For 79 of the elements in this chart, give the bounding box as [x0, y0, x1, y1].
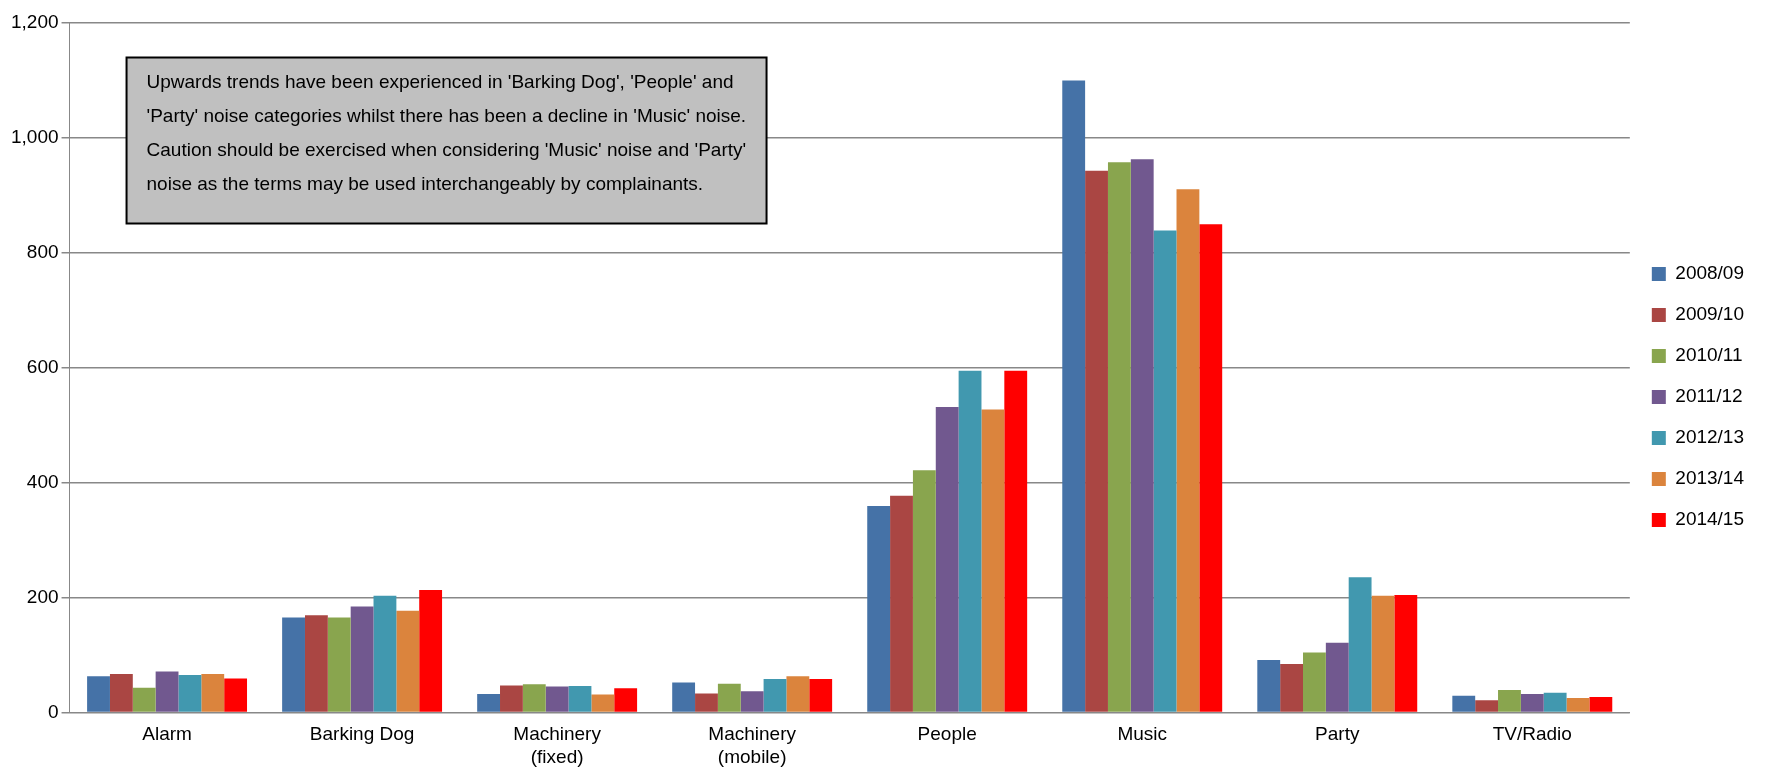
bar — [1107, 162, 1131, 712]
bar — [500, 685, 523, 712]
bar — [890, 495, 913, 712]
bar — [1085, 170, 1108, 712]
bar — [1452, 695, 1476, 712]
bar — [224, 678, 248, 712]
y-tick-label: 0 — [47, 700, 59, 722]
bar — [740, 691, 764, 712]
bar — [981, 409, 1005, 712]
bar — [1325, 642, 1349, 712]
bar — [419, 589, 443, 712]
bar — [282, 617, 305, 712]
x-tick-label: Music — [1117, 723, 1168, 745]
bar — [1303, 652, 1326, 712]
bar — [1371, 595, 1395, 712]
bar — [695, 693, 718, 712]
bar — [545, 686, 569, 712]
bar — [132, 687, 156, 712]
bar — [304, 615, 328, 712]
bar — [373, 595, 397, 712]
bar — [477, 694, 501, 712]
bar — [178, 675, 202, 712]
bar — [591, 694, 615, 712]
bar — [672, 682, 696, 712]
bar — [1475, 700, 1499, 712]
bar — [1566, 698, 1590, 712]
bar — [522, 684, 546, 712]
y-tick-label: 1,200 — [11, 10, 59, 32]
y-tick-label: 800 — [26, 240, 59, 262]
bar — [1004, 370, 1028, 712]
bar — [1498, 689, 1521, 712]
legend-label: 2008/09 — [1675, 262, 1745, 284]
bar — [396, 610, 420, 712]
bar — [1520, 694, 1544, 712]
bar — [958, 370, 982, 712]
bar — [809, 679, 833, 712]
legend-label: 2013/14 — [1675, 467, 1745, 489]
bar — [1153, 230, 1177, 712]
bar — [614, 688, 638, 712]
bar — [201, 673, 225, 712]
bar — [1199, 224, 1223, 712]
bar — [717, 683, 741, 712]
x-tick-label: Alarm — [142, 723, 192, 745]
bar — [1257, 660, 1281, 712]
x-tick-label: TV/Radio — [1492, 723, 1572, 745]
bar — [1062, 80, 1086, 712]
x-tick-label: Party — [1315, 723, 1360, 745]
bar — [87, 676, 110, 712]
bar — [568, 685, 592, 712]
y-tick-label: 600 — [26, 355, 59, 377]
bar — [1176, 189, 1200, 712]
legend-label: 2014/15 — [1675, 508, 1745, 530]
bar — [1394, 595, 1418, 712]
legend-label: 2009/10 — [1675, 303, 1745, 325]
bar — [1280, 664, 1303, 712]
y-tick-label: 400 — [26, 470, 59, 492]
bar — [155, 671, 179, 712]
bar — [109, 673, 133, 712]
bar — [867, 505, 891, 712]
legend-label: 2012/13 — [1675, 426, 1745, 448]
x-tick-label: Machinery (mobile) — [708, 723, 797, 767]
legend-label: 2011/12 — [1675, 385, 1743, 407]
x-tick-label: Machinery (fixed) — [513, 723, 602, 767]
bar — [1543, 692, 1567, 712]
y-tick-label: 1,000 — [11, 125, 59, 147]
x-tick-label: People — [917, 723, 977, 745]
bar — [327, 617, 351, 712]
y-tick-label: 200 — [26, 585, 59, 607]
legend-label: 2010/11 — [1675, 344, 1743, 366]
x-tick-label: Barking Dog — [309, 723, 415, 745]
bar — [1589, 696, 1613, 712]
bar — [1348, 577, 1372, 712]
bar — [912, 470, 936, 712]
annotation: Upwards trends have been experienced in 'Barking Dog', 'People' and 'Party' noise categories whilst there has been a decline in 'Music' noise. Caution should be exercised when considering 'Music' noise and 'Party' noise as the terms may be used interchangeably by complainants. — [146, 71, 747, 195]
bar — [935, 407, 959, 712]
bar — [786, 676, 810, 712]
bar — [1130, 159, 1154, 712]
bar — [763, 679, 787, 712]
bar — [350, 606, 374, 712]
